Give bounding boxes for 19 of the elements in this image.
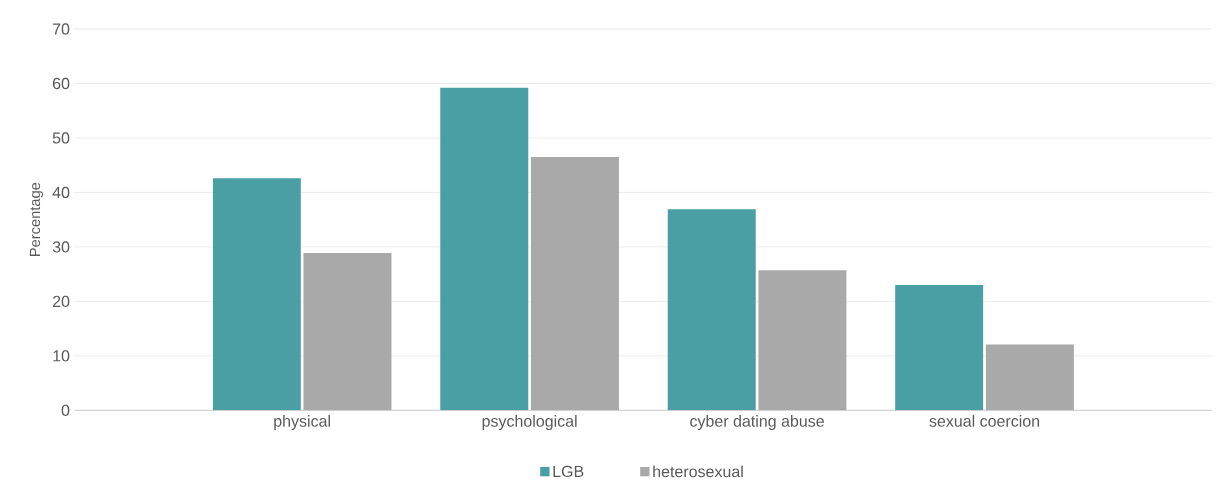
bar — [212, 178, 301, 411]
x-tick-label: psychological — [482, 415, 577, 430]
y-tick-label: 10 — [53, 350, 70, 362]
bar — [440, 87, 529, 411]
bar — [895, 285, 984, 411]
y-tick-label: 60 — [52, 77, 70, 90]
x-tick-label: physical — [274, 415, 330, 430]
y-axis-title: Percentage — [29, 182, 43, 256]
x-tick-label: sexual coercion — [929, 415, 1040, 427]
y-tick-label: 20 — [52, 295, 70, 308]
y-tick-label: 70 — [52, 23, 70, 35]
bar — [667, 209, 756, 411]
y-tick-label: 30 — [52, 241, 70, 253]
legend-label: heterosexual — [653, 465, 743, 478]
y-tick-label: 50 — [52, 132, 70, 144]
y-tick-label: 40 — [52, 186, 70, 199]
y-tick-label: 0 — [61, 404, 70, 416]
legend-label: LGB — [553, 465, 584, 478]
x-tick-label: cyber dating abuse — [690, 415, 824, 430]
